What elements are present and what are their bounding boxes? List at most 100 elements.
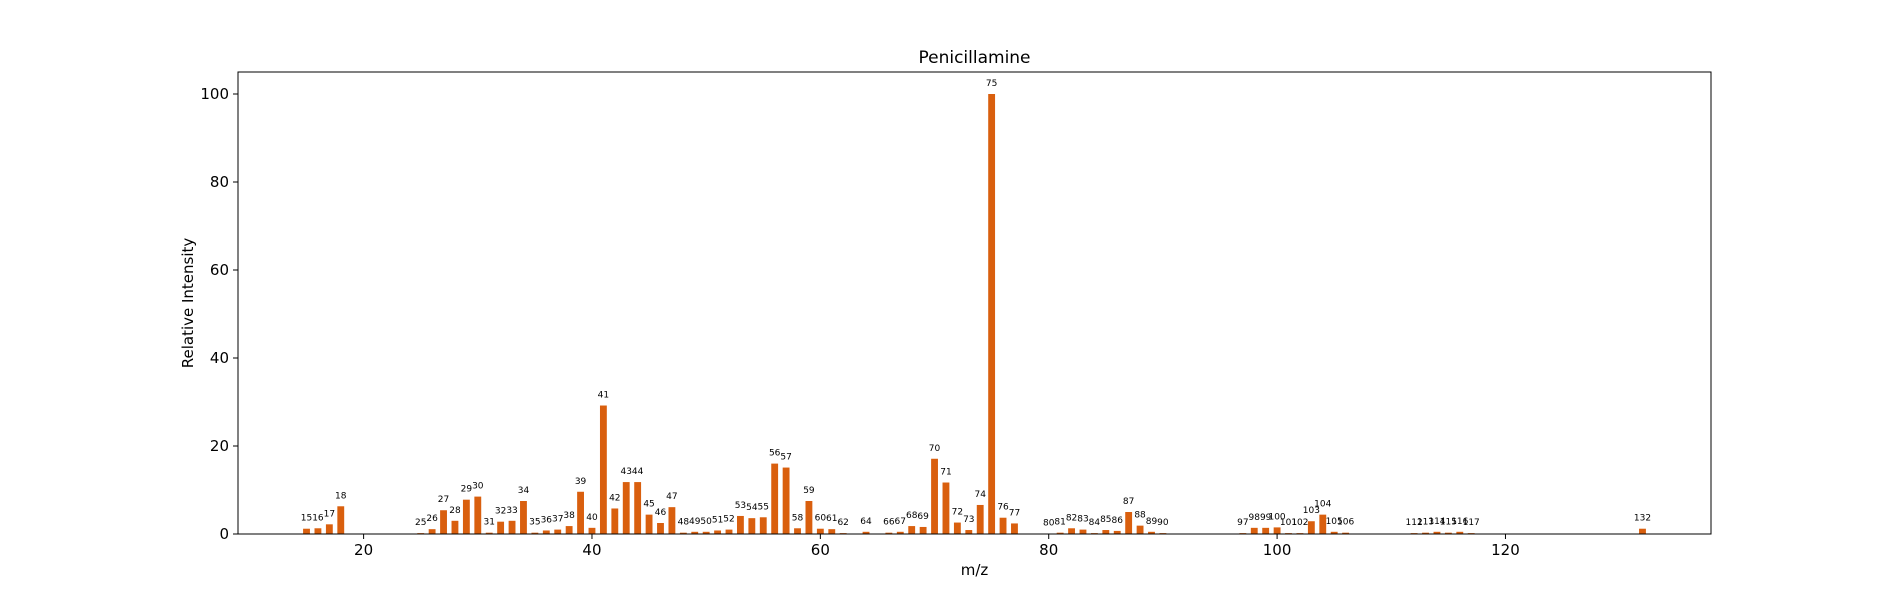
bar-label-mz-97: 97 — [1237, 518, 1248, 528]
y-tick-label-60: 60 — [210, 261, 229, 279]
bar-mz-61 — [828, 529, 836, 534]
bar-label-mz-44: 44 — [632, 467, 644, 477]
bar-mz-70 — [931, 458, 938, 534]
bar-mz-66 — [885, 532, 893, 534]
bar-mz-35 — [531, 532, 539, 534]
chart-title: Penicillamine — [918, 48, 1030, 68]
bar-label-mz-116: 116 — [1451, 517, 1468, 527]
bar-mz-16 — [314, 528, 322, 534]
bar-mz-106 — [1342, 532, 1350, 534]
bar-label-mz-102: 102 — [1291, 518, 1308, 528]
y-tick-label-80: 80 — [210, 173, 229, 191]
bar-label-mz-73: 73 — [963, 515, 974, 525]
bar-mz-41 — [599, 405, 607, 534]
bar-label-mz-36: 36 — [541, 515, 553, 525]
bar-mz-89 — [1148, 531, 1155, 534]
bar-label-mz-17: 17 — [324, 509, 335, 519]
bar-label-mz-54: 54 — [746, 503, 758, 513]
bar-mz-17 — [325, 524, 333, 534]
bar-label-mz-53: 53 — [735, 501, 746, 511]
bar-label-mz-58: 58 — [792, 513, 804, 523]
bar-label-mz-35: 35 — [529, 518, 540, 528]
bar-label-mz-106: 106 — [1337, 518, 1354, 528]
bar-mz-86 — [1113, 530, 1121, 534]
bar-label-mz-101: 101 — [1280, 518, 1297, 528]
bar-label-mz-30: 30 — [472, 482, 484, 492]
bar-mz-99 — [1262, 527, 1270, 534]
bar-mz-50 — [702, 531, 710, 534]
y-axis-label: Relative Intensity — [179, 238, 197, 369]
bar-mz-113 — [1422, 532, 1429, 534]
bar-mz-46 — [657, 523, 664, 534]
bar-label-mz-98: 98 — [1249, 513, 1261, 523]
bar-label-mz-51: 51 — [712, 515, 723, 525]
bar-mz-114 — [1433, 531, 1441, 534]
bar-label-mz-104: 104 — [1314, 500, 1331, 510]
bar-label-mz-38: 38 — [563, 511, 575, 521]
bar-label-mz-42: 42 — [609, 493, 620, 503]
x-tick-label-40: 40 — [582, 541, 601, 559]
bar-label-mz-99: 99 — [1260, 513, 1272, 523]
bar-mz-30 — [474, 496, 482, 534]
bar-label-mz-115: 115 — [1440, 518, 1457, 528]
bar-label-mz-105: 105 — [1326, 517, 1343, 527]
y-tick-label-100: 100 — [200, 85, 229, 103]
y-tick-label-40: 40 — [210, 349, 229, 367]
bar-mz-103 — [1307, 521, 1315, 534]
bar-mz-29 — [462, 499, 470, 534]
bar-label-mz-29: 29 — [461, 485, 473, 495]
bar-label-mz-83: 83 — [1077, 515, 1088, 525]
bar-mz-47 — [668, 507, 676, 534]
x-tick-label-80: 80 — [1039, 541, 1058, 559]
bar-label-mz-100: 100 — [1268, 512, 1285, 522]
bar-mz-31 — [485, 532, 493, 534]
bar-label-mz-37: 37 — [552, 515, 563, 525]
x-tick-label-60: 60 — [811, 541, 830, 559]
bar-mz-82 — [1068, 528, 1075, 534]
bar-mz-88 — [1136, 525, 1144, 534]
bars-group — [303, 94, 1646, 534]
bar-label-mz-43: 43 — [621, 467, 632, 477]
bar-mz-58 — [794, 528, 801, 534]
bar-mz-98 — [1250, 527, 1258, 534]
bar-mz-33 — [508, 520, 516, 534]
bar-label-mz-52: 52 — [723, 515, 734, 525]
bar-mz-40 — [588, 527, 596, 534]
bar-mz-56 — [771, 463, 779, 534]
x-axis-label: m/z — [961, 561, 989, 579]
bar-mz-39 — [577, 491, 584, 534]
bar-label-mz-33: 33 — [506, 506, 517, 516]
bar-label-mz-74: 74 — [974, 490, 986, 500]
bar-mz-64 — [862, 531, 870, 534]
bar-label-mz-40: 40 — [586, 513, 598, 523]
bar-label-mz-86: 86 — [1112, 516, 1124, 526]
bar-mz-28 — [451, 520, 459, 534]
bar-mz-38 — [565, 526, 573, 534]
plot-frame — [237, 71, 1712, 535]
bar-label-mz-67: 67 — [895, 517, 906, 527]
x-axis: 20 40 60 80 100 120 — [354, 534, 1520, 559]
bar-label-mz-61: 61 — [826, 514, 837, 524]
bar-mz-49 — [691, 531, 699, 534]
bar-mz-48 — [679, 532, 687, 534]
bar-label-mz-15: 15 — [301, 514, 312, 524]
bar-mz-73 — [965, 530, 973, 534]
bar-label-mz-70: 70 — [929, 444, 941, 454]
y-tick-label-20: 20 — [210, 437, 229, 455]
bar-mz-51 — [714, 530, 722, 534]
bar-label-mz-76: 76 — [997, 503, 1009, 513]
x-tick-label-20: 20 — [354, 541, 373, 559]
bar-mz-53 — [736, 515, 744, 534]
bar-label-mz-45: 45 — [643, 500, 654, 510]
bar-mz-52 — [725, 529, 733, 534]
bar-label-mz-71: 71 — [940, 468, 951, 478]
bar-mz-105 — [1330, 531, 1338, 534]
x-tick-label-120: 120 — [1491, 541, 1520, 559]
bar-label-mz-50: 50 — [700, 517, 712, 527]
bar-mz-75 — [988, 94, 996, 534]
bar-label-mz-57: 57 — [780, 453, 791, 463]
bar-label-mz-62: 62 — [837, 518, 848, 528]
bar-label-mz-72: 72 — [952, 508, 963, 518]
